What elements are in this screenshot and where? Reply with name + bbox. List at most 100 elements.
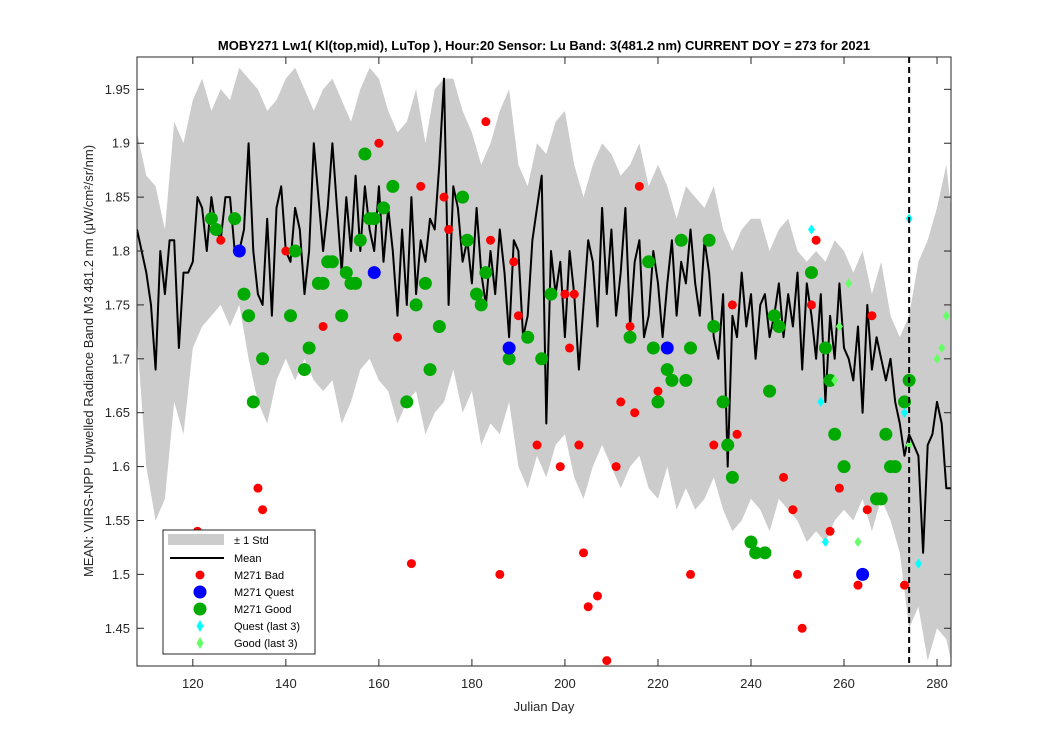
bad-point [565,343,575,353]
bad-point [574,440,584,450]
good-last3-point [938,343,946,354]
quest-last3-point [807,224,815,235]
bad-point [569,289,579,299]
good-point [744,535,758,549]
good-point [228,212,242,226]
bad-point [513,311,523,321]
bad-point [532,440,542,450]
good-point [432,319,446,333]
bad-point [899,580,909,590]
good-point [763,384,777,398]
good-point [502,352,516,366]
good-point [767,309,781,323]
legend-label-good: M271 Good [234,604,291,616]
good-point [665,373,679,387]
good-point [325,255,339,269]
good-point [479,266,493,280]
good-point [242,309,256,323]
bad-point [555,462,565,472]
mean-line [137,77,951,554]
good-point [377,201,391,215]
good-last3-point [835,321,843,332]
x-tick-label: 260 [833,676,855,691]
good-point [353,233,367,247]
legend-swatch-quest-last3 [196,620,204,632]
good-point [358,147,372,161]
bad-point [583,602,593,612]
bad-point [509,257,519,267]
good-point [660,363,674,377]
quest-point [660,341,674,355]
y-tick-label: 1.85 [105,190,130,205]
good-point [702,233,716,247]
x-tick-label: 220 [647,676,669,691]
good-point [818,341,832,355]
legend-swatch-std [168,534,224,545]
quest-point [367,266,381,280]
good-point [460,233,474,247]
good-point [758,546,772,560]
plot-area [137,57,951,666]
x-tick-label: 200 [554,676,576,691]
quest-point [856,567,870,581]
bad-point [318,321,328,331]
good-point [409,298,423,312]
y-tick-label: 1.9 [112,136,130,151]
good-point [749,546,763,560]
legend-label-good-last3: Good (last 3) [234,638,298,650]
plot-frame [136,56,952,667]
good-point [897,395,911,409]
bad-point [825,526,835,536]
bad-point [611,462,621,472]
y-tick-label: 1.75 [105,297,130,312]
legend-label-mean: Mean [234,553,262,565]
bad-point [486,235,496,245]
good-point [642,255,656,269]
good-last3-point [845,278,853,289]
good-point [828,427,842,441]
good-point [256,352,270,366]
bad-point [634,181,644,191]
good-point [349,276,363,290]
good-point [209,222,223,236]
y-tick-label: 1.7 [112,351,130,366]
bad-point [216,235,226,245]
good-point [246,395,260,409]
bad-point [779,472,789,482]
good-point [283,309,297,323]
good-point [535,352,549,366]
y-tick-label: 1.45 [105,621,130,636]
y-tick-label: 1.5 [112,567,130,582]
legend-swatch-bad [195,570,205,580]
good-point [651,395,665,409]
bad-point [592,591,602,601]
good-point [456,190,470,204]
y-axis-label: MEAN: VIIRS-NPP Upwelled Radiance Band M… [81,145,96,577]
bad-point [853,580,863,590]
bad-point [806,300,816,310]
good-point [679,373,693,387]
bad-point [258,505,268,515]
bad-point [495,569,505,579]
good-point [204,212,218,226]
good-point [874,492,888,506]
good-point [367,212,381,226]
bad-point [788,505,798,515]
legend-swatch-good-last3 [196,637,204,649]
x-tick-label: 280 [926,676,948,691]
legend-label-std: ± 1 Std [234,535,269,547]
quest-last3-point [817,396,825,407]
good-point [544,287,558,301]
x-tick-label: 180 [461,676,483,691]
good-point [339,266,353,280]
good-point [707,319,721,333]
legend-label-quest-last3: Quest (last 3) [234,621,300,633]
good-point [879,427,893,441]
good-point [674,233,688,247]
legend-label-quest: M271 Quest [234,587,294,599]
good-point [288,244,302,258]
x-tick-label: 140 [275,676,297,691]
bad-point [797,623,807,633]
bad-point [625,321,635,331]
